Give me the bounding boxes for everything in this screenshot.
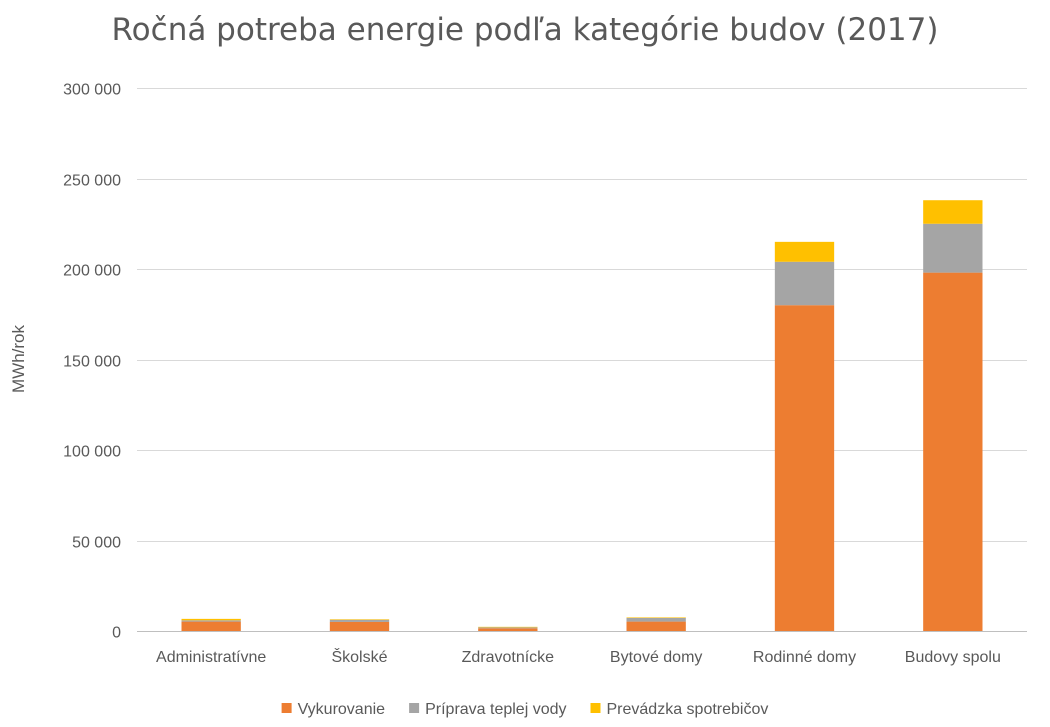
legend-swatch (281, 703, 292, 713)
bar-segment (478, 626, 538, 628)
bar-segment (923, 272, 983, 631)
bar-segment (626, 617, 686, 622)
bar-segment (923, 223, 983, 273)
x-tick-label: Budovy spolu (905, 649, 1001, 666)
x-tick-label: Administratívne (156, 649, 266, 666)
x-axis-ticks: Administratívne Školské Zdravotnícke Bytové… (156, 647, 1001, 666)
bar-segment (478, 627, 538, 629)
legend-label: Prevádzka spotrebičov (607, 701, 769, 718)
bar-segment (329, 621, 390, 631)
legend-item: Príprava teplej vody (409, 701, 567, 718)
x-tick-label: Rodinné domy (753, 649, 856, 666)
bar-segment (626, 617, 686, 618)
bar-segment (478, 628, 538, 631)
bar-segment (329, 619, 390, 622)
y-tick-label: 50 000 (72, 535, 121, 552)
legend-swatch (590, 703, 601, 713)
bar-segment (774, 305, 835, 631)
y-tick-label: 300 000 (63, 82, 121, 99)
y-tick-label: 0 (112, 625, 121, 642)
bar-segment (181, 618, 241, 621)
y-tick-label: 100 000 (63, 444, 121, 461)
y-axis-label: MWh/rok (9, 325, 28, 394)
chart-title: Ročná potreba energie podľa kategórie bu… (112, 12, 939, 48)
y-tick-label: 150 000 (63, 354, 121, 371)
legend-swatch (409, 703, 420, 713)
legend-label: Vykurovanie (298, 701, 386, 718)
legend-label: Príprava teplej vody (425, 701, 566, 718)
x-tick-label: Školské (331, 647, 387, 666)
legend: Vykurovanie Príprava teplej vody Prevádzka… (281, 701, 769, 718)
bar-segment (774, 241, 835, 262)
y-axis-ticks: 0 50 000 100 000 150 000 200 000 250 000 300 0… (63, 82, 121, 642)
legend-item: Prevádzka spotrebičov (590, 701, 769, 718)
bar-segment (923, 200, 983, 224)
x-tick-label: Bytové domy (610, 649, 702, 666)
x-tick-label: Zdravotnícke (462, 649, 555, 666)
bar-segment (329, 619, 390, 620)
bars (181, 200, 983, 631)
bar-segment (774, 261, 835, 306)
y-tick-label: 200 000 (63, 263, 121, 280)
bar-segment (626, 621, 686, 631)
bar-segment (181, 621, 241, 631)
gridlines (137, 88, 1027, 632)
y-tick-label: 250 000 (63, 173, 121, 190)
legend-item: Vykurovanie (281, 701, 386, 718)
bar-segment (181, 620, 241, 622)
